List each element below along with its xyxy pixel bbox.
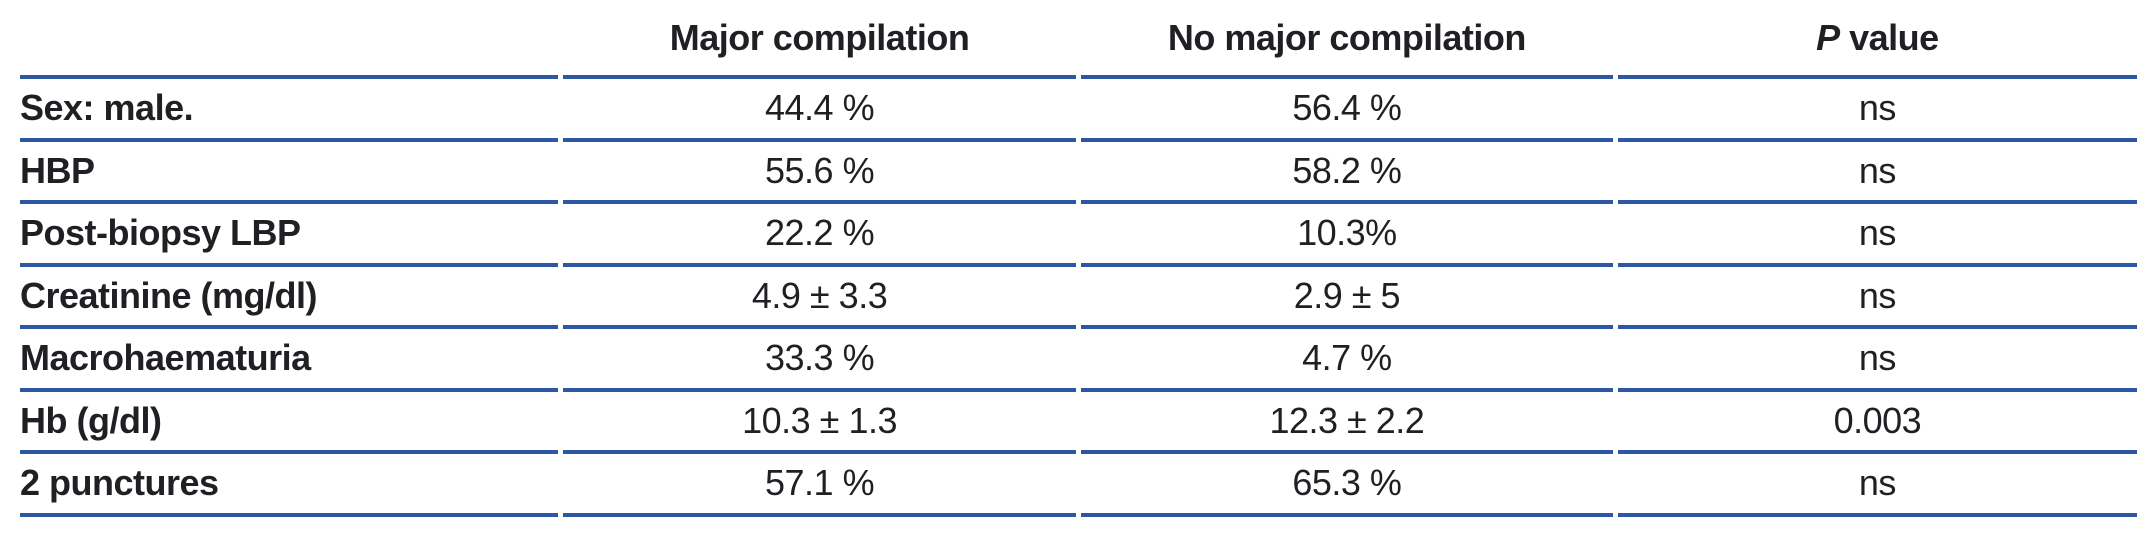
table-row: Creatinine (mg/dl) 4.9 ± 3.3 2.9 ± 5 ns <box>20 267 2137 329</box>
p-value-cell: ns <box>1617 454 2137 517</box>
row-label: Post-biopsy LBP <box>20 204 559 267</box>
major-compilation-cell: 33.3 % <box>563 329 1076 392</box>
row-label: Hb (g/dl) <box>20 392 559 454</box>
no-major-compilation-cell: 2.9 ± 5 <box>1080 267 1613 329</box>
no-major-compilation-cell: 12.3 ± 2.2 <box>1080 392 1613 454</box>
row-label: 2 punctures <box>20 454 559 517</box>
p-value-cell: ns <box>1617 329 2137 392</box>
no-major-compilation-cell: 65.3 % <box>1080 454 1613 517</box>
p-value-cell: 0.003 <box>1617 392 2137 454</box>
row-label: HBP <box>20 142 559 204</box>
p-value-cell: ns <box>1617 79 2137 142</box>
row-label: Creatinine (mg/dl) <box>20 267 559 329</box>
table-row: 2 punctures 57.1 % 65.3 % ns <box>20 454 2137 517</box>
no-major-compilation-cell: 58.2 % <box>1080 142 1613 204</box>
table-header: Major compilation No major compilation P… <box>20 0 2137 79</box>
column-header-major-compilation: Major compilation <box>563 0 1076 79</box>
table-row: Sex: male. 44.4 % 56.4 % ns <box>20 79 2137 142</box>
row-label: Sex: male. <box>20 79 559 142</box>
table-row: HBP 55.6 % 58.2 % ns <box>20 142 2137 204</box>
major-compilation-cell: 4.9 ± 3.3 <box>563 267 1076 329</box>
p-value-symbol: P <box>1816 16 1840 58</box>
p-value-cell: ns <box>1617 142 2137 204</box>
column-header-no-major-compilation: No major compilation <box>1080 0 1613 79</box>
major-compilation-cell: 55.6 % <box>563 142 1076 204</box>
table-body: Sex: male. 44.4 % 56.4 % ns HBP 55.6 % 5… <box>20 79 2137 517</box>
p-value-cell: ns <box>1617 267 2137 329</box>
table-row: Macrohaematuria 33.3 % 4.7 % ns <box>20 329 2137 392</box>
major-compilation-cell: 44.4 % <box>563 79 1076 142</box>
no-major-compilation-cell: 10.3% <box>1080 204 1613 267</box>
header-row: Major compilation No major compilation P… <box>20 0 2137 79</box>
major-compilation-cell: 10.3 ± 1.3 <box>563 392 1076 454</box>
column-header-empty <box>20 0 559 79</box>
major-compilation-cell: 57.1 % <box>563 454 1076 517</box>
table-row: Hb (g/dl) 10.3 ± 1.3 12.3 ± 2.2 0.003 <box>20 392 2137 454</box>
table-row: Post-biopsy LBP 22.2 % 10.3% ns <box>20 204 2137 267</box>
no-major-compilation-cell: 4.7 % <box>1080 329 1613 392</box>
no-major-compilation-cell: 56.4 % <box>1080 79 1613 142</box>
p-value-cell: ns <box>1617 204 2137 267</box>
comparison-table: Major compilation No major compilation P… <box>15 0 2142 517</box>
row-label: Macrohaematuria <box>20 329 559 392</box>
column-header-p-value: P value <box>1617 0 2137 79</box>
major-compilation-cell: 22.2 % <box>563 204 1076 267</box>
p-value-rest: value <box>1839 16 1939 58</box>
